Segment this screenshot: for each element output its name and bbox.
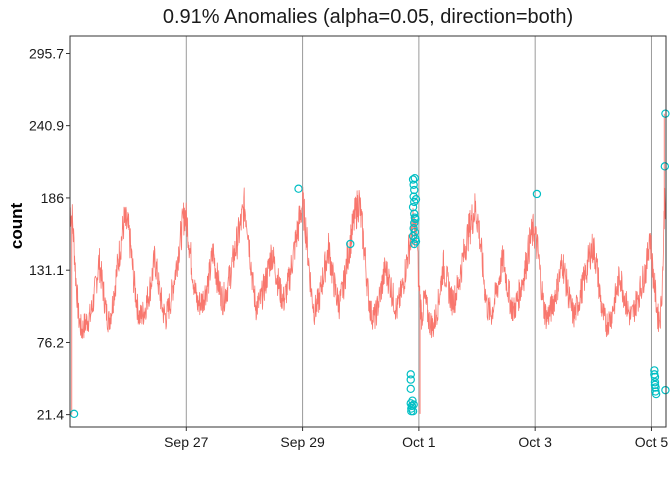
x-tick-label: Sep 27 xyxy=(164,434,209,450)
anomaly-point xyxy=(408,396,417,405)
x-tick-label: Oct 5 xyxy=(635,434,669,450)
anomaly-point xyxy=(409,224,418,233)
series-line xyxy=(69,186,667,339)
anomaly-point xyxy=(411,214,420,224)
anomaly-point xyxy=(410,218,419,228)
y-tick-label: 295.7 xyxy=(29,46,64,62)
x-tick-label: Oct 3 xyxy=(518,434,552,450)
anomaly-point xyxy=(346,239,355,249)
x-tick-label: Oct 1 xyxy=(402,434,436,450)
anomaly-point xyxy=(532,189,542,199)
x-tick-label: Sep 29 xyxy=(280,434,325,450)
x-axis: Sep 27 Sep 29 Oct 1 Oct 3 Oct 5 xyxy=(164,427,668,450)
y-axis: 21.4 76.2 131.1 186 240.9 295.7 xyxy=(29,46,70,423)
anomaly-point xyxy=(410,173,420,183)
anomaly-point xyxy=(406,384,415,394)
anomaly-point xyxy=(661,385,670,395)
chart-title: 0.91% Anomalies (alpha=0.05, direction=b… xyxy=(162,6,574,28)
anomaly-layer xyxy=(69,109,670,419)
anomaly-point xyxy=(660,162,670,171)
anomaly-point xyxy=(650,378,660,387)
anomaly-point xyxy=(406,375,415,384)
y-tick-label: 186 xyxy=(41,190,65,206)
anomaly-point xyxy=(409,400,418,409)
anomaly-point xyxy=(294,184,303,193)
anomaly-point xyxy=(411,195,421,204)
anomaly-point xyxy=(661,109,670,118)
plot-border xyxy=(69,35,667,428)
y-tick-label: 131.1 xyxy=(29,262,64,278)
anomaly-point xyxy=(409,192,418,201)
anomaly-point xyxy=(650,370,659,379)
plot-panel xyxy=(70,36,666,427)
anomaly-point xyxy=(406,370,415,379)
y-tick-label: 21.4 xyxy=(37,407,64,423)
series-layer xyxy=(69,113,667,415)
anomaly-point xyxy=(650,380,660,390)
anomaly-point xyxy=(408,175,418,184)
y-tick-label: 240.9 xyxy=(29,118,64,134)
anomaly-point xyxy=(408,231,418,241)
anomaly-point xyxy=(410,209,419,218)
y-tick-label: 76.2 xyxy=(37,334,64,350)
anomaly-point xyxy=(651,389,661,399)
anomaly-point xyxy=(407,401,417,411)
